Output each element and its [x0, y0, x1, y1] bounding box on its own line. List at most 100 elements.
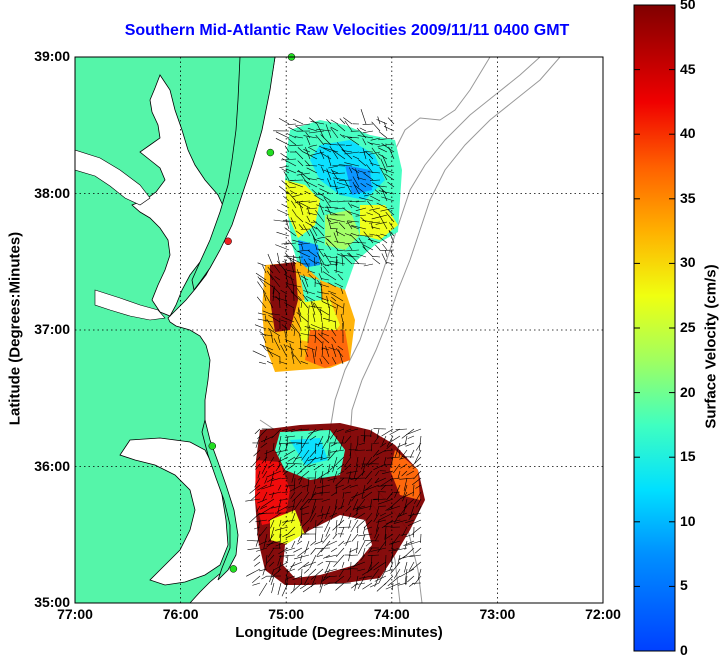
velocity-arrow [351, 533, 359, 542]
velocity-arrow [316, 554, 324, 557]
velocity-arrow [381, 253, 388, 265]
velocity-arrow [334, 320, 337, 330]
velocity-arrow [415, 547, 422, 554]
velocity-arrow [283, 274, 295, 281]
velocity-arrow [305, 131, 311, 139]
velocity-arrow [266, 361, 274, 365]
velocity-arrow [325, 526, 331, 537]
velocity-arrow [321, 166, 325, 174]
velocity-arrow [271, 285, 281, 295]
velocity-arrow [323, 554, 331, 559]
velocity-arrow [335, 582, 345, 591]
velocity-arrow [380, 207, 395, 212]
velocity-arrow [277, 505, 289, 513]
velocity-arrow [320, 278, 330, 281]
velocity-arrow [309, 435, 317, 441]
y-tick-label: 37:00 [34, 321, 70, 337]
velocity-arrow [328, 306, 330, 323]
velocity-arrow [293, 582, 296, 591]
velocity-arrow [387, 505, 401, 511]
velocity-arrow [270, 575, 275, 586]
velocity-arrow [377, 144, 388, 147]
velocity-arrow [279, 185, 290, 195]
velocity-arrow [358, 533, 373, 537]
velocity-arrow [320, 533, 324, 542]
velocity-arrow [375, 185, 388, 188]
colorbar-tick-label: 25 [680, 319, 696, 335]
velocity-arrow [278, 293, 281, 309]
velocity-arrow [376, 119, 388, 125]
colorbar-tick-label: 40 [680, 125, 696, 142]
colorbar [633, 4, 676, 652]
velocity-arrow [270, 519, 275, 529]
velocity-arrow [308, 568, 317, 577]
velocity-arrow [405, 540, 422, 546]
velocity-arrow [307, 463, 317, 467]
velocity-arrow [290, 428, 303, 433]
velocity-arrow [308, 491, 317, 504]
velocity-arrow [356, 540, 359, 554]
x-tick-label: 75:00 [268, 606, 305, 622]
velocity-arrow [375, 505, 380, 517]
velocity-arrow [314, 282, 330, 288]
velocity-arrow [329, 185, 339, 188]
velocity-arrow [278, 435, 282, 445]
velocity-arrow [246, 540, 261, 542]
velocity-arrow [316, 204, 325, 209]
velocity-arrow [273, 338, 281, 351]
velocity-arrow [373, 463, 387, 470]
velocity-arrow [407, 435, 415, 439]
velocity-arrow [286, 575, 296, 579]
velocity-arrow [351, 167, 360, 174]
velocity-arrow [260, 333, 274, 337]
velocity-arrow [336, 229, 339, 237]
velocity-arrow [278, 456, 282, 468]
velocity-arrow [335, 526, 338, 535]
velocity-arrow [275, 449, 289, 453]
velocity-arrow [297, 547, 310, 557]
velocity-arrow [272, 287, 274, 295]
velocity-arrow [266, 347, 274, 358]
velocity-arrow [333, 179, 339, 195]
velocity-arrow [257, 470, 261, 479]
velocity-arrow [393, 463, 401, 474]
velocity-arrow [376, 519, 387, 523]
velocity-arrow [318, 249, 325, 258]
velocity-arrow [386, 491, 394, 501]
velocity-arrow [266, 554, 275, 564]
velocity-arrow [344, 179, 353, 195]
velocity-arrow [377, 498, 394, 505]
velocity-arrow [304, 575, 310, 585]
velocity-arrow [298, 201, 304, 216]
velocity-arrow [366, 164, 374, 174]
velocity-arrow [417, 568, 422, 581]
velocity-arrow [347, 575, 352, 582]
velocity-arrow [365, 456, 373, 467]
velocity-arrow [363, 519, 373, 529]
velocity-arrow [262, 491, 268, 502]
velocity-arrow [304, 326, 316, 330]
velocity-arrow [362, 463, 366, 476]
velocity-arrow [297, 147, 304, 153]
velocity-arrow [305, 165, 318, 167]
velocity-arrow [384, 526, 387, 540]
velocity-arrow [334, 498, 338, 509]
velocity-arrow [295, 214, 304, 223]
velocity-arrow [279, 442, 296, 444]
velocity-arrow [345, 144, 353, 147]
velocity-arrow [350, 225, 360, 230]
velocity-arrow [314, 470, 317, 485]
velocity-arrow [340, 287, 344, 295]
velocity-arrow [414, 449, 422, 464]
velocity-field [255, 120, 425, 585]
velocity-arrow [391, 547, 394, 564]
velocity-arrow [285, 324, 288, 337]
velocity-arrow [326, 214, 332, 230]
velocity-arrow [395, 428, 408, 430]
velocity-arrow [343, 117, 353, 125]
velocity-arrow [332, 456, 338, 473]
velocity-arrow [261, 463, 268, 475]
velocity-arrow [299, 334, 302, 344]
velocity-arrow [309, 554, 317, 569]
velocity-arrow [388, 230, 395, 244]
